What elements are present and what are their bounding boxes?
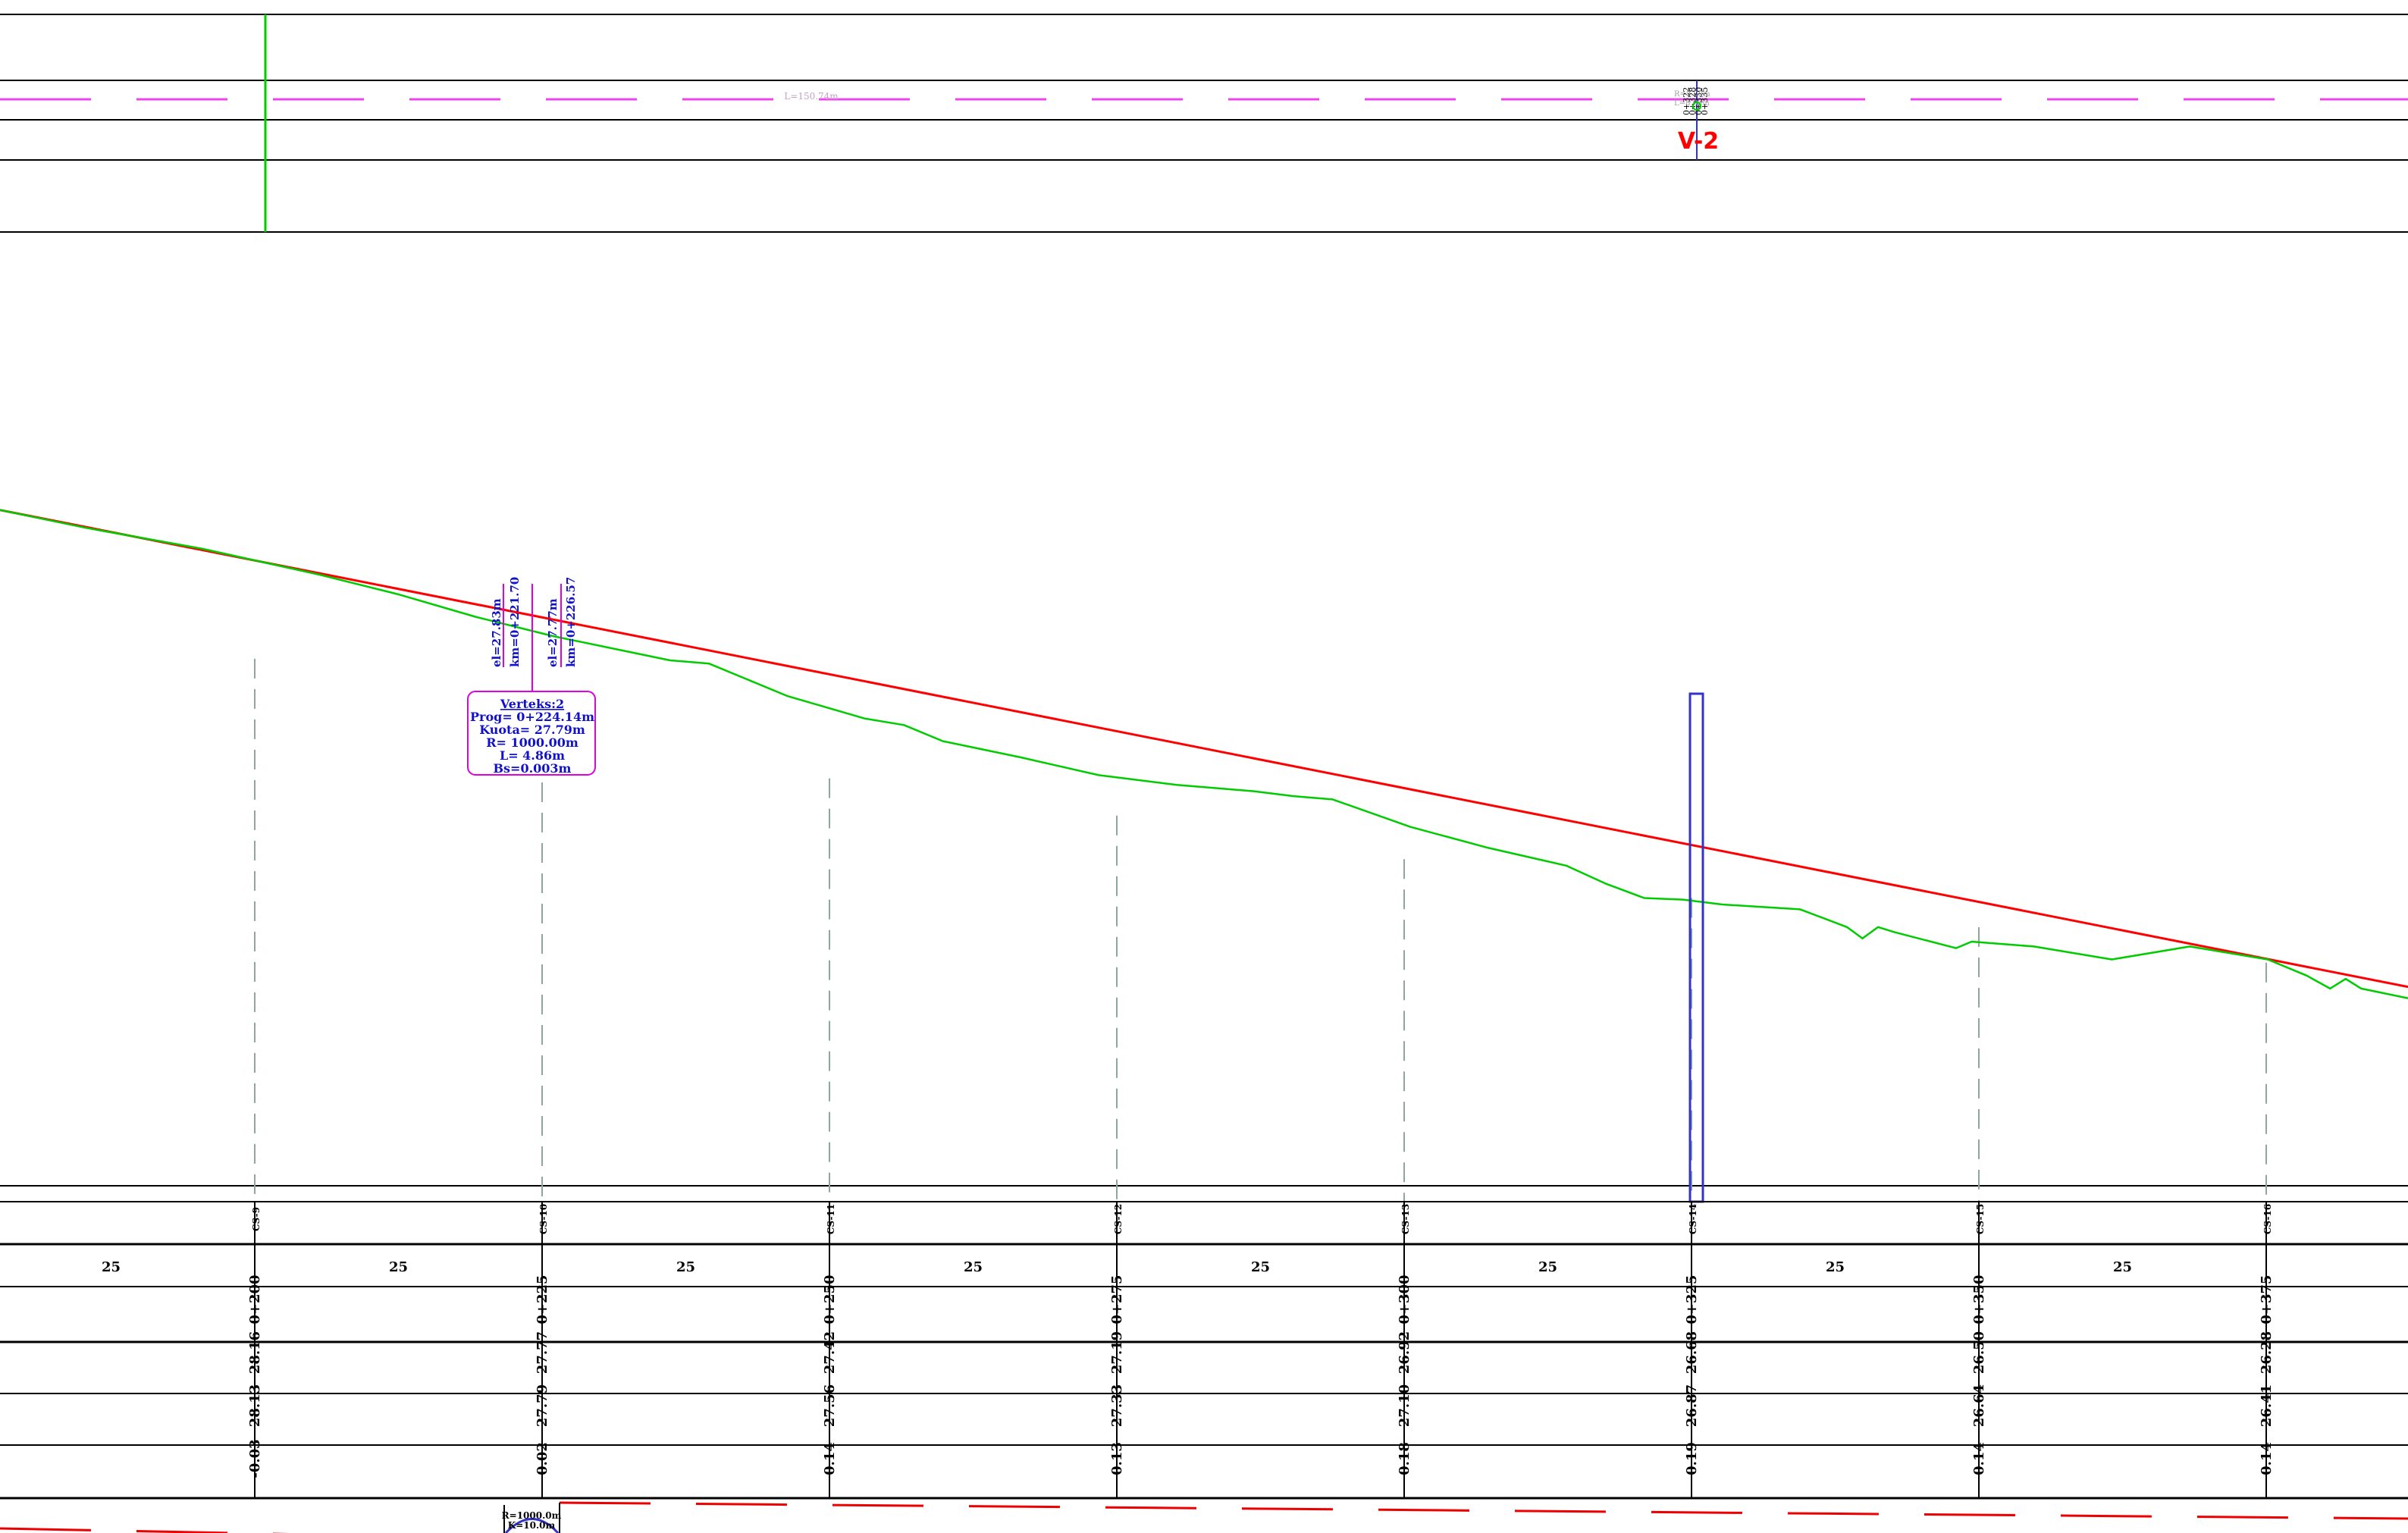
station-diff: 0.14 [2259,1442,2275,1475]
table-cells: CS-9 0+200 28.16 28.13 -0.03 CS-10 0+225 27.77 2… [102,1202,2275,1498]
station-km: 0+375 [2259,1274,2275,1324]
station-km: 0+200 [247,1274,263,1324]
station-diff: 0.13 [1109,1442,1125,1475]
station-spacing: 25 [102,1259,121,1275]
plan-vertex-marker: V-2 [1678,128,1719,155]
station-design: 27.42 [822,1331,838,1374]
station-spacing: 25 [964,1259,983,1275]
station-diff: 0.14 [822,1442,838,1475]
station-id: CS-16 [2262,1204,2273,1234]
plan-curve-km-4: 0+335 [1700,87,1710,115]
profile-plot: el=27.83m km=0+221.70 el=27.77m km=0+226… [0,509,2408,1203]
design-grade-line [0,509,2408,989]
station-id: CS-10 [538,1204,549,1234]
profile-series [0,509,2408,999]
plan-curve-dot [1692,102,1701,111]
station-km: 0+350 [1971,1274,1987,1324]
curvature-length: K=10.0m [508,1520,556,1531]
station-ground: 28.13 [247,1384,263,1427]
plan-curve-labels: 0+322 0+328 0+330 0+335 R=8.00m L=8.00m [1674,87,1710,115]
frame [0,14,2408,1187]
curvature-line-left [0,1527,291,1533]
vertex-left-elevation: el=27.83m [490,598,503,667]
vertex-left-chainage: km=0+221.70 [508,577,522,667]
station-design: 26.28 [2259,1331,2275,1374]
station-design: 26.68 [1684,1331,1700,1374]
station-design: 26.92 [1397,1331,1413,1374]
station-id: CS-14 [1688,1204,1698,1234]
vertical-curve-annotation: el=27.83m km=0+221.70 el=27.77m km=0+226… [467,577,596,776]
plan-curve-km-1: 0+322 [1682,87,1692,115]
vertex-right-elevation: el=27.77m [546,598,560,667]
station-design: 26.50 [1971,1331,1987,1374]
station-ground: 27.56 [822,1384,838,1427]
station-id: CS-15 [1975,1204,1986,1234]
plan-arc-length-label: L=150.74m [784,91,839,102]
vertex-info-box [467,691,596,776]
station-ground: 26.41 [2259,1384,2275,1427]
vertex-right-chainage: km=0+226.57 [564,577,578,667]
station-km: 0+250 [822,1274,838,1324]
plan-strip: L=150.74m 0+322 0+328 0+330 0+335 R=8.00… [0,14,2408,232]
vertex-title: Verteks:2 [500,697,564,711]
vertex-line-4: L= 4.86m [500,748,565,763]
station-id: CS-9 [251,1207,262,1231]
station-ground: 26.64 [1971,1384,1987,1427]
plan-curve-radius: R=8.00m [1674,90,1710,99]
curvature-line-right [559,1501,2408,1520]
station-diff: 0.02 [535,1442,550,1475]
station-diff: 0.19 [1684,1442,1700,1475]
plan-curve-km-3: 0+330 [1694,87,1704,115]
station-km: 0+325 [1684,1274,1700,1324]
station-design: 27.77 [535,1331,550,1374]
station-id: CS-12 [1113,1204,1124,1234]
vertex-line-5: Bs=0.003m [494,761,572,776]
station-km: 0+275 [1109,1274,1125,1324]
station-km: 0+225 [535,1274,550,1324]
station-design: 27.19 [1109,1331,1125,1374]
profile-data-table: CS-9 0+200 28.16 28.13 -0.03 CS-10 0+225 27.77 2… [0,1201,2408,1500]
station-ground: 26.87 [1684,1384,1700,1427]
station-ground: 27.10 [1397,1384,1413,1427]
curvature-strip: R=1000.0m K=10.0m [0,1501,2408,1533]
station-diff: -0.03 [247,1439,263,1478]
vertex-line-1: Prog= 0+224.14m [470,710,594,724]
curvature-arc [504,1518,560,1533]
curvature-radius: R=1000.0m [502,1510,562,1521]
station-spacing: 25 [389,1259,408,1275]
station-id: CS-11 [826,1204,836,1234]
station-gridlines [254,658,2267,1202]
station-ground: 27.79 [535,1384,550,1427]
station-design: 28.16 [247,1331,263,1374]
station-diff: 0.18 [1397,1442,1413,1475]
vertex-line-2: Kuota= 27.79m [479,723,585,737]
station-spacing: 25 [1538,1259,1557,1275]
plan-curve-length: L=8.00m [1674,99,1710,108]
station-spacing: 25 [1251,1259,1270,1275]
station-spacing: 25 [1826,1259,1845,1275]
station-spacing: 25 [676,1259,695,1275]
station-ground: 27.33 [1109,1384,1125,1427]
station-diff: 0.14 [1971,1442,1987,1475]
station-spacing: 25 [2113,1259,2132,1275]
ground-profile-line [0,509,2408,999]
vertex-line-3: R= 1000.00m [486,735,578,750]
plan-curve-km-2: 0+328 [1688,87,1698,115]
station-km: 0+300 [1397,1274,1413,1324]
station-id: CS-13 [1400,1204,1411,1234]
